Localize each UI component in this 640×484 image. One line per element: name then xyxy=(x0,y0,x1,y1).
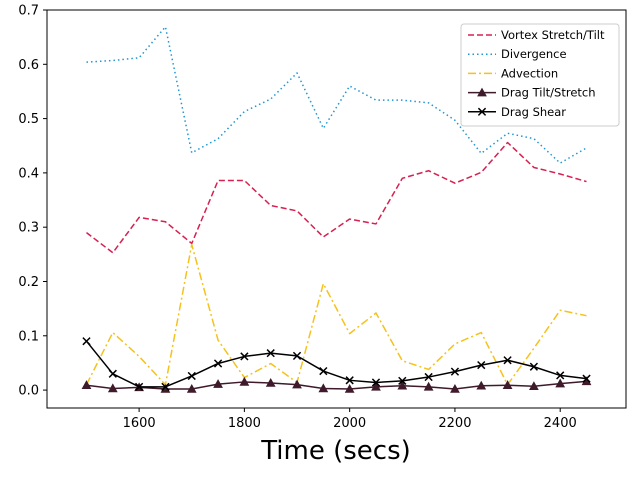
data-point xyxy=(476,380,487,390)
y-tick-label: 0.4 xyxy=(18,166,39,181)
legend-item: Drag Tilt/Stretch xyxy=(468,86,596,100)
plot-frame xyxy=(46,9,627,409)
y-tick-label: 0.1 xyxy=(18,329,39,344)
data-point xyxy=(292,351,302,361)
series-vortex-stretch-tilt xyxy=(86,141,587,254)
data-point xyxy=(134,382,144,391)
y-tick-label: 0.2 xyxy=(18,275,39,290)
x-tick-label: 2200 xyxy=(438,416,471,431)
data-point xyxy=(161,382,170,391)
data-point xyxy=(319,366,328,376)
data-point xyxy=(503,356,512,365)
data-point xyxy=(345,376,354,385)
legend-item: Divergence xyxy=(468,47,567,61)
series-drag-tilt-stretch xyxy=(81,376,592,393)
data-point xyxy=(529,362,539,371)
series-line xyxy=(86,141,587,254)
data-point xyxy=(318,383,329,393)
legend-label: Drag Tilt/Stretch xyxy=(501,86,596,100)
y-tick-label: 0.7 xyxy=(18,4,39,19)
y-tick-label: 0.3 xyxy=(18,221,39,236)
series-advection xyxy=(85,243,587,386)
data-point xyxy=(582,374,591,383)
x-axis-label: Time (secs) xyxy=(260,436,411,466)
data-point xyxy=(213,379,223,388)
data-point xyxy=(398,376,407,385)
data-point xyxy=(556,371,565,380)
data-point xyxy=(450,367,460,376)
data-point xyxy=(240,352,249,361)
x-tick-label: 2400 xyxy=(544,416,577,431)
y-tick-label: 0.0 xyxy=(18,384,39,399)
legend-marker xyxy=(477,87,487,97)
legend-label: Vortex Stretch/Tilt xyxy=(501,28,605,42)
data-point xyxy=(477,360,486,370)
x-tick-label: 2000 xyxy=(333,416,366,431)
data-point xyxy=(555,378,566,388)
legend-item: Advection xyxy=(468,66,558,80)
x-axis: 1600 1800 2000 2200 2400 xyxy=(123,408,577,431)
series-layer xyxy=(81,26,592,393)
y-tick-label: 0.6 xyxy=(18,58,39,73)
data-point xyxy=(213,359,223,368)
data-point xyxy=(423,381,434,391)
x-tick-label: 1800 xyxy=(228,416,261,431)
x-tick-label: 1600 xyxy=(123,416,156,431)
series-line xyxy=(85,340,587,388)
legend-frame xyxy=(460,23,620,127)
legend-label: Drag Shear xyxy=(501,105,566,119)
data-point xyxy=(397,380,408,390)
data-point xyxy=(108,369,117,378)
legend-item: Vortex Stretch/Tilt xyxy=(468,28,605,42)
series-line xyxy=(86,26,587,164)
legend-marker xyxy=(477,107,487,116)
series-line xyxy=(85,243,587,386)
data-point xyxy=(502,380,513,389)
y-tick-label: 0.5 xyxy=(18,112,39,127)
series-divergence xyxy=(86,26,587,164)
legend: Vortex Stretch/Tilt Divergence Advection Dr… xyxy=(460,23,620,127)
legend-label: Divergence xyxy=(501,47,567,61)
legend-label: Advection xyxy=(501,66,558,80)
data-point xyxy=(239,376,250,386)
data-point xyxy=(371,378,381,387)
y-axis: 0.0 0.1 0.2 0.3 0.4 0.5 0.6 0.7 xyxy=(18,4,47,399)
data-point xyxy=(265,377,276,387)
data-point xyxy=(292,379,302,389)
series-drag-shear xyxy=(82,337,591,391)
data-point xyxy=(529,381,539,391)
data-point xyxy=(186,383,197,393)
data-point xyxy=(187,371,196,381)
data-point xyxy=(371,381,381,391)
data-point xyxy=(424,372,433,382)
data-point xyxy=(107,383,118,393)
data-point xyxy=(81,380,92,389)
legend-item: Drag Shear xyxy=(468,105,566,119)
data-point xyxy=(344,383,355,393)
data-point xyxy=(266,349,275,358)
series-line xyxy=(86,380,587,390)
data-point xyxy=(82,337,91,346)
data-point xyxy=(450,383,460,393)
